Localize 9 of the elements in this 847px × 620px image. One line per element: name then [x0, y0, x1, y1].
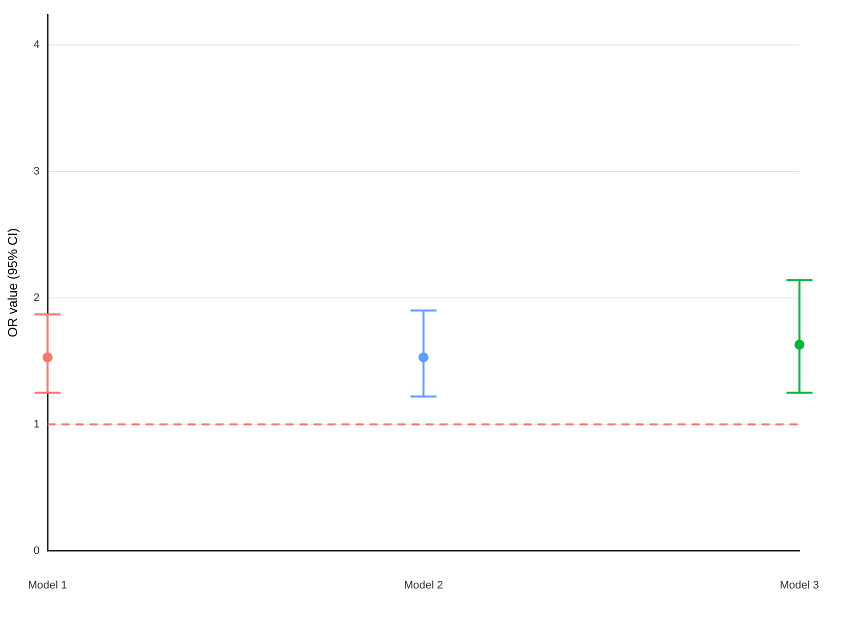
x-tick-label: Model 3 [780, 579, 820, 592]
y-axis-title: OR value (95% CI) [5, 228, 20, 338]
y-tick-label: 1 [33, 418, 40, 430]
x-tick-label: Model 2 [404, 579, 444, 592]
y-tick-label: 3 [33, 165, 40, 178]
x-tick-label: Model 1 [28, 579, 68, 592]
y-tick-label: 0 [33, 544, 40, 557]
y-tick-label: 2 [33, 292, 40, 304]
y-tick-label: 4 [33, 38, 40, 51]
